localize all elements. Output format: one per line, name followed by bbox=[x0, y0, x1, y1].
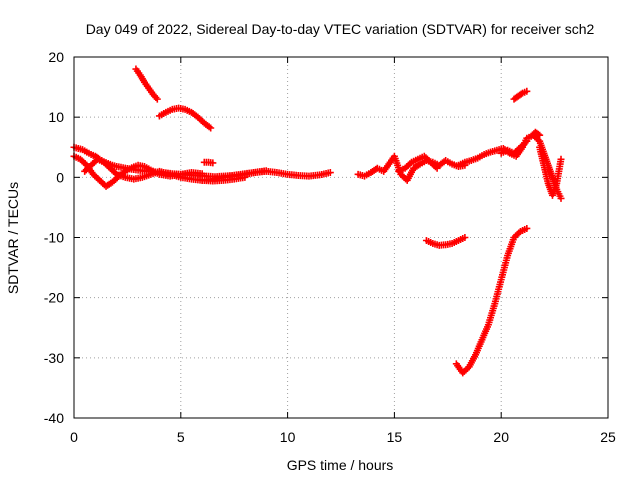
data-point bbox=[153, 95, 161, 103]
data-point bbox=[523, 87, 531, 95]
data-point bbox=[461, 234, 469, 241]
y-tick-label: -40 bbox=[44, 410, 64, 426]
data-point bbox=[207, 124, 215, 132]
series-arc-15 bbox=[422, 234, 469, 249]
chart-title: Day 049 of 2022, Sidereal Day-to-day VTE… bbox=[86, 21, 595, 37]
y-tick-label: -30 bbox=[44, 350, 64, 366]
data-point bbox=[209, 159, 217, 167]
x-tick-label: 0 bbox=[70, 429, 78, 445]
x-tick-label: 10 bbox=[280, 429, 296, 445]
x-axis-label: GPS time / hours bbox=[287, 457, 394, 473]
series-arc-5 bbox=[200, 158, 217, 167]
series-arc-8 bbox=[354, 152, 469, 184]
data-point bbox=[433, 164, 441, 172]
series-arc-9 bbox=[395, 152, 441, 175]
x-tick-label: 20 bbox=[493, 429, 509, 445]
data-point bbox=[557, 155, 565, 163]
data-point bbox=[557, 194, 565, 202]
data-point bbox=[523, 137, 531, 145]
y-tick-label: 10 bbox=[48, 109, 64, 125]
y-tick-label: 20 bbox=[48, 49, 64, 65]
y-tick-label: 0 bbox=[56, 169, 64, 185]
series-arc-7 bbox=[155, 104, 215, 132]
data-point bbox=[326, 169, 334, 177]
x-tick-label: 15 bbox=[387, 429, 403, 445]
x-tick-label: 5 bbox=[177, 429, 185, 445]
series-arc-14 bbox=[510, 87, 531, 103]
y-tick-label: -10 bbox=[44, 230, 64, 246]
data-point bbox=[198, 170, 206, 178]
data-point bbox=[517, 90, 525, 98]
series-arc-6 bbox=[132, 65, 161, 103]
series-arc-12 bbox=[536, 143, 565, 199]
grid-lines bbox=[74, 57, 608, 418]
series-arc-4 bbox=[198, 167, 334, 184]
x-tick-label: 25 bbox=[600, 429, 616, 445]
y-axis-label: SDTVAR / TECUs bbox=[5, 182, 21, 294]
data-series bbox=[70, 65, 565, 377]
series-arc-13 bbox=[497, 137, 531, 157]
axis-ticks: 0 5 10 15 20 25 -40 -30 -20 -10 0 10 20 bbox=[44, 49, 616, 445]
y-tick-label: -20 bbox=[44, 290, 64, 306]
series-arc-16 bbox=[452, 224, 531, 377]
data-point bbox=[523, 224, 531, 232]
